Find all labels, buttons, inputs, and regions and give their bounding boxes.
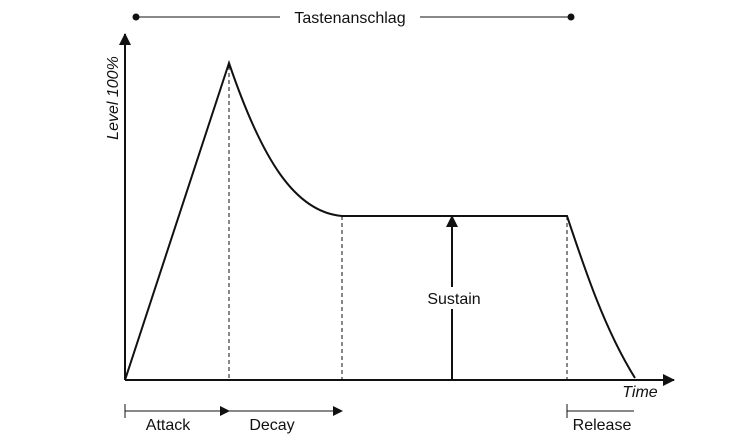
phase-label: Decay <box>249 417 294 434</box>
span-end-dot <box>567 13 575 21</box>
phase-label: Attack <box>146 417 191 434</box>
y-axis-label: Level 100% <box>105 56 122 140</box>
x-axis-label: Time <box>622 384 658 401</box>
sustain-label: Sustain <box>427 291 480 308</box>
title: Tastenanschlag <box>294 10 405 27</box>
sustain-background <box>418 287 488 309</box>
envelope-curve <box>124 59 636 381</box>
title-background <box>280 6 420 28</box>
phase-label: Release <box>573 417 632 434</box>
span-start-dot <box>132 13 140 21</box>
